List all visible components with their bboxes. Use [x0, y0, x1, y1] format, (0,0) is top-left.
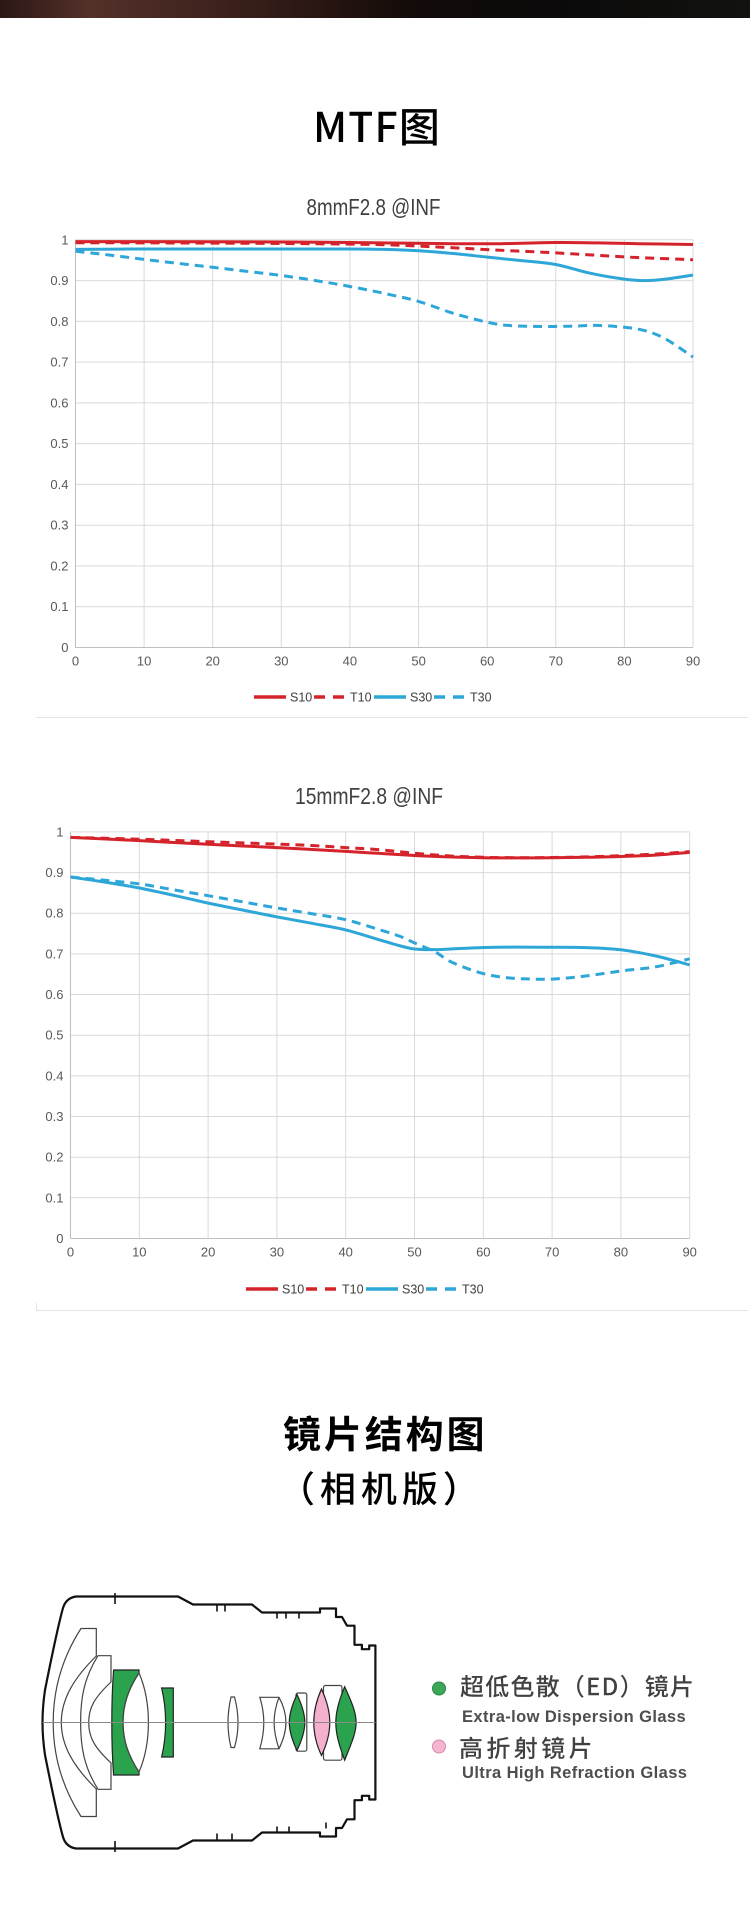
- svg-text:60: 60: [480, 654, 494, 669]
- svg-text:T30: T30: [470, 691, 492, 705]
- svg-text:40: 40: [338, 1245, 352, 1260]
- svg-text:0.9: 0.9: [45, 865, 63, 880]
- svg-text:0.8: 0.8: [50, 314, 68, 329]
- svg-text:0.7: 0.7: [45, 946, 63, 961]
- svg-text:Extra-low Dispersion Glass: Extra-low Dispersion Glass: [462, 1708, 686, 1726]
- svg-text:10: 10: [132, 1245, 146, 1260]
- svg-text:80: 80: [617, 654, 631, 669]
- svg-text:S30: S30: [410, 691, 432, 705]
- svg-text:90: 90: [686, 654, 700, 669]
- svg-text:Ultra High Refraction Glass: Ultra High Refraction Glass: [462, 1764, 687, 1782]
- svg-text:T30: T30: [462, 1283, 484, 1297]
- svg-text:S10: S10: [282, 1283, 304, 1297]
- svg-text:0: 0: [72, 654, 79, 669]
- svg-text:0.7: 0.7: [50, 355, 68, 370]
- svg-text:S10: S10: [290, 691, 312, 705]
- svg-text:0.8: 0.8: [45, 906, 63, 921]
- svg-text:T10: T10: [350, 691, 372, 705]
- svg-text:0.1: 0.1: [45, 1190, 63, 1205]
- svg-text:90: 90: [682, 1245, 696, 1260]
- svg-text:0.2: 0.2: [50, 559, 68, 574]
- svg-text:10: 10: [137, 654, 151, 669]
- svg-text:30: 30: [274, 654, 288, 669]
- svg-text:8mmF2.8 @INF: 8mmF2.8 @INF: [307, 194, 441, 220]
- svg-text:50: 50: [411, 654, 425, 669]
- svg-text:S30: S30: [402, 1283, 424, 1297]
- svg-text:0.4: 0.4: [50, 477, 68, 492]
- svg-text:T10: T10: [342, 1283, 364, 1297]
- svg-text:0.6: 0.6: [45, 987, 63, 1002]
- svg-text:0.2: 0.2: [45, 1150, 63, 1165]
- svg-text:0.3: 0.3: [50, 518, 68, 533]
- svg-text:0.5: 0.5: [50, 436, 68, 451]
- svg-text:80: 80: [614, 1245, 628, 1260]
- svg-text:0.5: 0.5: [45, 1028, 63, 1043]
- svg-text:0.9: 0.9: [50, 273, 68, 288]
- svg-text:50: 50: [407, 1245, 421, 1260]
- svg-text:40: 40: [343, 654, 357, 669]
- svg-text:15mmF2.8 @INF: 15mmF2.8 @INF: [295, 783, 443, 809]
- svg-text:70: 70: [549, 654, 563, 669]
- svg-text:60: 60: [476, 1245, 490, 1260]
- svg-text:0: 0: [61, 640, 68, 655]
- svg-text:1: 1: [61, 232, 68, 247]
- svg-text:30: 30: [270, 1245, 284, 1260]
- svg-text:20: 20: [205, 654, 219, 669]
- svg-text:0.4: 0.4: [45, 1068, 63, 1083]
- svg-text:0.3: 0.3: [45, 1109, 63, 1124]
- svg-text:70: 70: [545, 1245, 559, 1260]
- svg-text:0: 0: [56, 1231, 63, 1246]
- svg-text:20: 20: [201, 1245, 215, 1260]
- svg-text:1: 1: [56, 824, 63, 839]
- svg-text:0.1: 0.1: [50, 599, 68, 614]
- svg-text:0.6: 0.6: [50, 395, 68, 410]
- svg-text:0: 0: [67, 1245, 74, 1260]
